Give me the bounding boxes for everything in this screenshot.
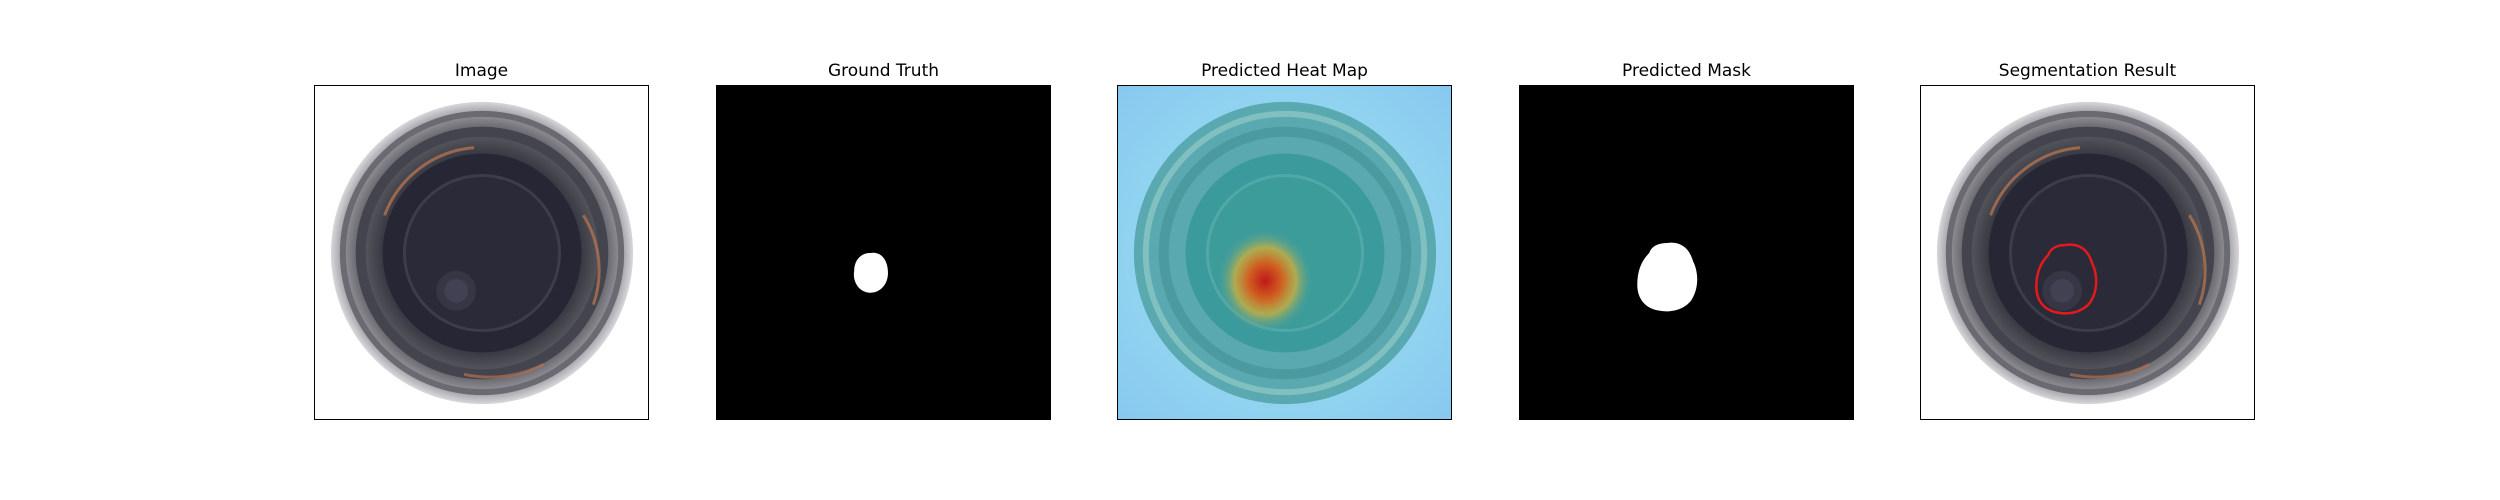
panel-title-segmentation-result: Segmentation Result — [1998, 61, 2177, 81]
ground-truth-frame — [716, 85, 1051, 420]
heat-hotspot — [1217, 229, 1313, 333]
segmentation-contour — [2035, 243, 2098, 315]
bottle-photo — [315, 86, 648, 419]
predicted-region — [1637, 242, 1698, 312]
predicted-mask-frame — [1519, 85, 1854, 420]
heat-map-frame — [1117, 85, 1452, 420]
segmentation-frame — [1920, 85, 2255, 420]
segmentation-overlay — [1921, 86, 2254, 419]
predicted-mask — [1520, 86, 1853, 419]
panel-title-image: Image — [454, 61, 509, 81]
panel-title-predicted-mask: Predicted Mask — [1622, 61, 1751, 81]
heat-map-overlay — [1118, 86, 1451, 419]
image-frame — [314, 85, 649, 420]
ground-truth-region — [853, 252, 888, 293]
panel-title-heat-map: Predicted Heat Map — [1201, 61, 1368, 81]
panel-title-ground-truth: Ground Truth — [827, 61, 940, 81]
ground-truth-mask — [717, 86, 1050, 419]
